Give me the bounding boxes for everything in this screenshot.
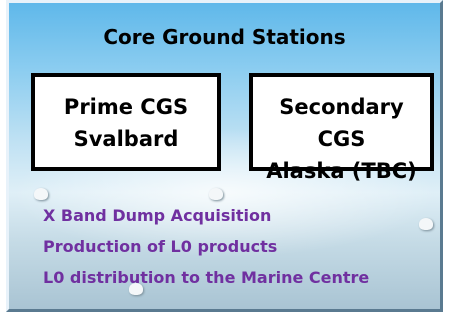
antenna	[34, 188, 48, 200]
antenna	[209, 188, 223, 200]
box-line: Alaska (TBC)	[253, 155, 430, 187]
box-line: CGS	[253, 123, 430, 155]
antenna	[419, 218, 433, 230]
slide-frame: Core Ground Stations Prime CGS Svalbard …	[6, 0, 443, 312]
item: L0 distribution to the Marine Centre	[43, 265, 369, 296]
page: Core Ground Stations Prime CGS Svalbard …	[0, 0, 449, 312]
station-box: Prime CGS Svalbard	[31, 73, 221, 171]
box-line: Svalbard	[35, 123, 217, 155]
box-line: Prime CGS	[35, 91, 217, 123]
title: Core Ground Stations	[9, 25, 440, 49]
item: X Band Dump Acquisition	[43, 203, 369, 234]
item: Production of L0 products	[43, 234, 369, 265]
item-list: X Band Dump Acquisition Production of L0…	[43, 203, 369, 296]
station-box: Secondary CGS Alaska (TBC)	[249, 73, 434, 171]
box-line: Secondary	[253, 91, 430, 123]
